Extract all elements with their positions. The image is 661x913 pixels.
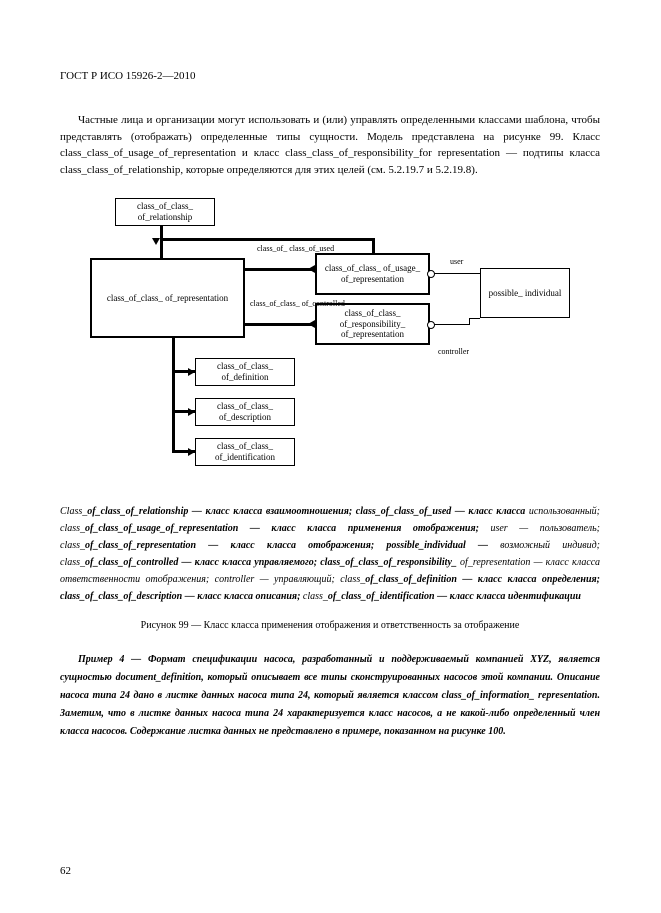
node-definition: class_of_class_ of_definition: [195, 358, 295, 386]
node-usage: class_of_class_ of_usage_ of_representat…: [315, 253, 430, 295]
node-responsibility: class_of_class_ of_responsibility_ of_re…: [315, 303, 430, 345]
node-representation: class_of_class_ of_representation: [90, 258, 245, 338]
intro-paragraph: Частные лица и организации могут использ…: [60, 112, 600, 178]
figure-legend: Class_of_class_of_relationship — класс к…: [60, 503, 600, 605]
label-used: class_of_ class_of_used: [257, 245, 334, 254]
node-possible-individual: possible_ individual: [480, 268, 570, 318]
figure-caption: Рисунок 99 — Класс класса применения ото…: [60, 620, 600, 631]
label-controller: controller: [438, 348, 469, 357]
label-user: user: [450, 258, 463, 267]
node-identification: class_of_class_ of_identification: [195, 438, 295, 466]
page-number: 62: [60, 865, 71, 877]
doc-header: ГОСТ Р ИСО 15926-2—2010: [60, 70, 600, 82]
example-4: Пример 4 — Формат спецификации насоса, р…: [60, 651, 600, 741]
node-description: class_of_class_ of_description: [195, 398, 295, 426]
label-controlled: class_of_class_ of_controlled: [250, 300, 345, 309]
figure-99-diagram: class_of_class_ of_relationship class_of…: [60, 198, 600, 478]
node-relationship: class_of_class_ of_relationship: [115, 198, 215, 226]
